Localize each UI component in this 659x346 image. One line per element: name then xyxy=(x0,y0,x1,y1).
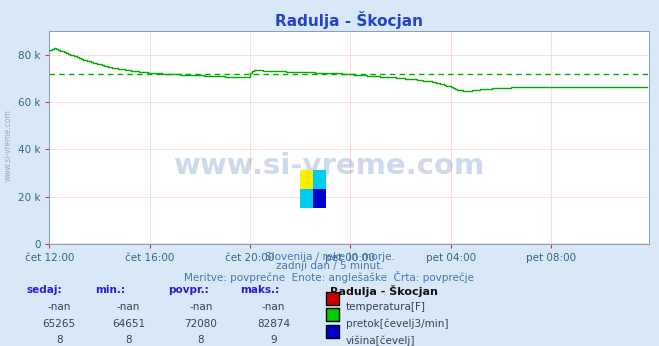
Text: 8: 8 xyxy=(198,335,204,345)
Text: 65265: 65265 xyxy=(43,319,76,329)
Text: -nan: -nan xyxy=(117,302,140,312)
Text: sedaj:: sedaj: xyxy=(26,285,62,295)
Text: zadnji dan / 5 minut.: zadnji dan / 5 minut. xyxy=(275,261,384,271)
Text: 64651: 64651 xyxy=(112,319,145,329)
Text: maks.:: maks.: xyxy=(241,285,280,295)
Bar xyxy=(313,189,326,208)
Text: 8: 8 xyxy=(56,335,63,345)
Text: Meritve: povprečne  Enote: anglešaške  Črta: povprečje: Meritve: povprečne Enote: anglešaške Črt… xyxy=(185,271,474,283)
Text: Slovenija / reke in morje.: Slovenija / reke in morje. xyxy=(264,252,395,262)
Text: 82874: 82874 xyxy=(257,319,290,329)
Text: www.si-vreme.com: www.si-vreme.com xyxy=(3,109,13,181)
Text: 8: 8 xyxy=(125,335,132,345)
Text: -nan: -nan xyxy=(47,302,71,312)
Text: temperatura[F]: temperatura[F] xyxy=(346,302,426,312)
Text: povpr.:: povpr.: xyxy=(168,285,209,295)
Text: 72080: 72080 xyxy=(185,319,217,329)
Title: Radulja - Škocjan: Radulja - Škocjan xyxy=(275,11,423,29)
Text: Radulja - Škocjan: Radulja - Škocjan xyxy=(330,285,438,298)
Text: -nan: -nan xyxy=(189,302,213,312)
Text: www.si-vreme.com: www.si-vreme.com xyxy=(174,152,485,180)
Text: -nan: -nan xyxy=(262,302,285,312)
Bar xyxy=(300,170,313,189)
Text: 9: 9 xyxy=(270,335,277,345)
Text: višina[čevelj]: višina[čevelj] xyxy=(346,335,415,346)
Text: pretok[čevelj3/min]: pretok[čevelj3/min] xyxy=(346,319,449,329)
Bar xyxy=(313,170,326,189)
Bar xyxy=(300,189,313,208)
Text: min.:: min.: xyxy=(96,285,126,295)
